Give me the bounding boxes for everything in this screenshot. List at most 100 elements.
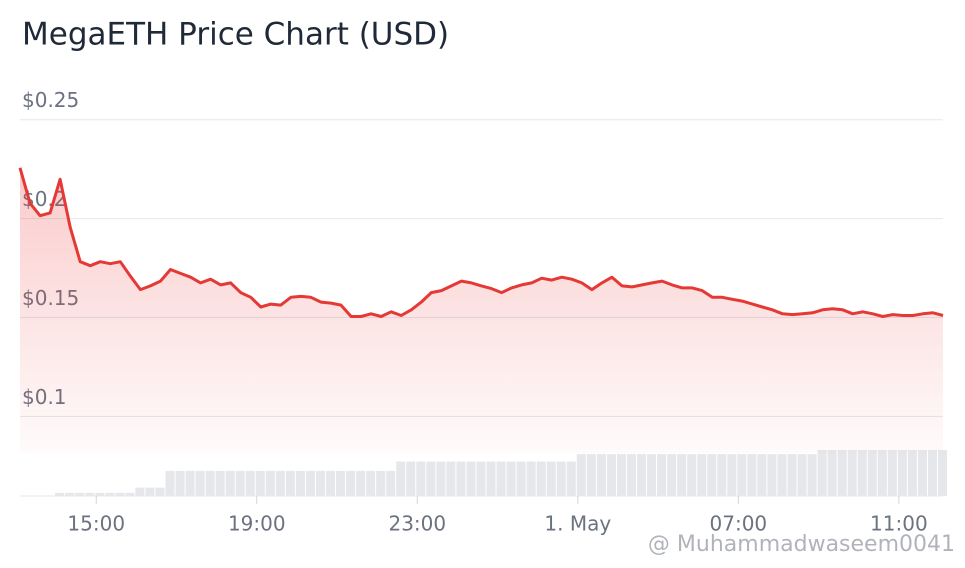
volume-bar xyxy=(225,470,235,496)
x-tick-label: 11:00 xyxy=(870,512,928,536)
x-tick-label: 15:00 xyxy=(67,512,125,536)
volume-bar xyxy=(346,470,356,496)
x-tick-label: 19:00 xyxy=(228,512,286,536)
volume-bar xyxy=(105,492,115,496)
volume-bar xyxy=(426,461,436,496)
volume-bar xyxy=(155,487,165,496)
volume-bar xyxy=(406,461,416,496)
volume-bar xyxy=(657,454,667,496)
volume-bar xyxy=(466,461,476,496)
volume-bar xyxy=(927,450,937,496)
volume-bar xyxy=(757,454,767,496)
volume-bar xyxy=(195,470,205,496)
volume-bar xyxy=(747,454,757,496)
volume-bar xyxy=(516,461,526,496)
y-tick-label: $0.25 xyxy=(22,88,79,112)
volume-bar xyxy=(55,492,65,496)
chart-title: MegaETH Price Chart (USD) xyxy=(22,17,449,53)
volume-bar xyxy=(817,450,827,496)
x-tick-label: 07:00 xyxy=(710,512,768,536)
volume-bar xyxy=(667,454,677,496)
volume-bar xyxy=(265,470,275,496)
volume-bar xyxy=(85,492,95,496)
volume-bar xyxy=(777,454,787,496)
volume-bar xyxy=(616,454,626,496)
volume-bar xyxy=(526,461,536,496)
volume-bar xyxy=(566,461,576,496)
volume-bar xyxy=(315,470,325,496)
volume-bar xyxy=(456,461,466,496)
volume-bar xyxy=(897,450,907,496)
volume-bar xyxy=(496,461,506,496)
volume-bar xyxy=(717,454,727,496)
volume-bar xyxy=(185,470,195,496)
volume-bar xyxy=(797,454,807,496)
volume-bar xyxy=(546,461,556,496)
volume-bar xyxy=(95,492,105,496)
volume-bar xyxy=(366,470,376,496)
price-area xyxy=(20,167,943,454)
volume-bar xyxy=(637,454,647,496)
volume-bar xyxy=(707,454,717,496)
volume-bar xyxy=(205,470,215,496)
volume-bar xyxy=(175,470,185,496)
price-line xyxy=(18,167,944,318)
volume-bar xyxy=(837,450,847,496)
volume-bar xyxy=(647,454,657,496)
x-tick-label: 1. May xyxy=(544,512,611,536)
volume-bar xyxy=(145,487,155,496)
volume-bar xyxy=(576,454,586,496)
volume-bar xyxy=(827,450,837,496)
volume-bar xyxy=(295,470,305,496)
volume-bar xyxy=(586,454,596,496)
volume-bar xyxy=(255,470,265,496)
volume-bar xyxy=(305,470,315,496)
volume-bar xyxy=(115,492,125,496)
volume-bar xyxy=(606,454,616,496)
volume-bar xyxy=(857,450,867,496)
volume-bar xyxy=(787,454,797,496)
x-tick-label: 23:00 xyxy=(388,512,446,536)
volume-bar xyxy=(727,454,737,496)
volume-bar xyxy=(215,470,225,496)
volume-bar xyxy=(436,461,446,496)
volume-bar xyxy=(275,470,285,496)
volume-bar xyxy=(285,470,295,496)
volume-bar xyxy=(65,492,75,496)
volume-bar xyxy=(325,470,336,496)
volume-bar xyxy=(125,492,135,496)
volume-bar xyxy=(687,454,697,496)
volume-bar xyxy=(235,470,245,496)
volume-bar xyxy=(556,461,566,496)
volume-bar xyxy=(396,461,406,496)
volume-bar xyxy=(907,450,917,496)
watermark: @ Muhammadwaseem0041 xyxy=(648,532,955,557)
volume-bar xyxy=(536,461,546,496)
volume-bar xyxy=(336,470,346,496)
volume-bar xyxy=(847,450,857,496)
volume-bar xyxy=(135,487,145,496)
volume-bar xyxy=(867,450,877,496)
volume-bar xyxy=(807,454,817,496)
volume-bar xyxy=(596,454,606,496)
volume-bar xyxy=(416,461,426,496)
volume-bar xyxy=(446,461,456,496)
volume-bar xyxy=(376,470,386,496)
volume-bar xyxy=(506,461,516,496)
volume-bar xyxy=(356,470,366,496)
volume-bar xyxy=(677,454,687,496)
volume-bar xyxy=(917,450,927,496)
volume-bar xyxy=(476,461,486,496)
volume-bar xyxy=(887,450,897,496)
volume-bar xyxy=(937,450,948,496)
volume-bar xyxy=(767,454,777,496)
volume-bar xyxy=(697,454,707,496)
volume-bar xyxy=(75,492,85,496)
volume-bar xyxy=(626,454,637,496)
volume-bar xyxy=(737,454,747,496)
volume-bar xyxy=(877,450,887,496)
volume-bar xyxy=(386,470,396,496)
volume-bar xyxy=(486,461,496,496)
volume-bar xyxy=(165,470,175,496)
